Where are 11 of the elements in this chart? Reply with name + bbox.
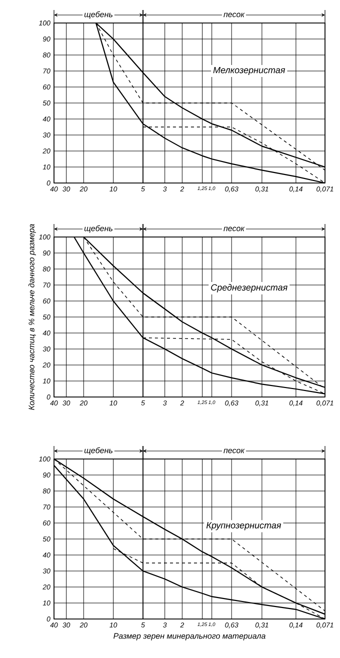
x-axis-title: Размер зерен минерального материала	[114, 633, 266, 640]
text: песок	[224, 226, 245, 232]
text: песок	[224, 448, 245, 454]
annotation: Крупнозернистая	[206, 522, 282, 530]
text: щебень	[84, 11, 112, 19]
annotation: Среднезернистая	[211, 284, 288, 292]
text: песок	[224, 12, 245, 18]
text: щебень	[84, 225, 112, 233]
y-axis-title: Количество частиц в % мельче данного размера	[28, 224, 36, 410]
text: щебень	[84, 447, 112, 455]
annotation: Мелкозернистая	[213, 66, 286, 76]
